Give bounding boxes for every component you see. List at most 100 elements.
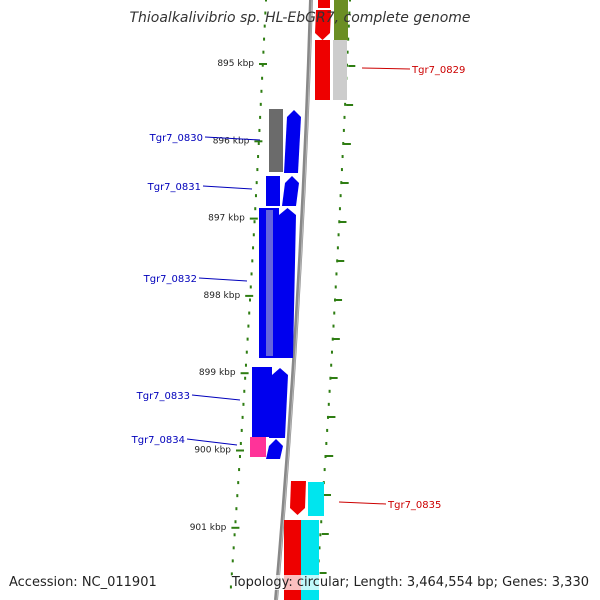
gene-label-tgr7-0829[interactable]: Tgr7_0829 bbox=[411, 65, 465, 76]
gene-label-tgr7-0835[interactable]: Tgr7_0835 bbox=[387, 500, 441, 511]
gene-arrow-tip-tgr7-0829[interactable] bbox=[315, 90, 330, 100]
outer-guide-dot bbox=[256, 168, 259, 172]
gene-block-tgr7-0829[interactable] bbox=[315, 40, 330, 100]
scale-tick-label: 901 kbp bbox=[190, 523, 227, 533]
inner-scale-dash bbox=[330, 377, 338, 379]
inner-guide-dot bbox=[332, 324, 335, 328]
gene-block-tgr7-0832-shade[interactable] bbox=[266, 210, 273, 356]
inner-guide-dot bbox=[331, 337, 334, 341]
outer-guide-dot bbox=[234, 520, 237, 524]
outer-guide-dot bbox=[252, 246, 255, 250]
gene-arrow-tgr7-0834[interactable] bbox=[266, 439, 283, 459]
scale-tick bbox=[236, 449, 244, 452]
outer-guide-dot bbox=[252, 233, 255, 237]
gene-label-tgr7-0831[interactable]: Tgr7_0831 bbox=[147, 182, 201, 193]
outer-guide-dot bbox=[249, 298, 251, 302]
inner-guide-dot bbox=[335, 272, 338, 276]
outer-guide-dot bbox=[229, 585, 232, 589]
outer-guide-dot bbox=[246, 337, 249, 341]
inner-guide-dot bbox=[340, 168, 343, 172]
inner-scale-dash bbox=[332, 338, 340, 340]
outer-guide-dot bbox=[259, 115, 262, 119]
gene-block-tgr7-0834[interactable] bbox=[250, 437, 266, 457]
inner-guide-dot bbox=[324, 455, 327, 459]
outer-guide-dot bbox=[240, 428, 243, 432]
inner-scale-dash bbox=[348, 65, 356, 67]
gene-block-tgr7-0829[interactable] bbox=[318, 0, 330, 8]
outer-guide-dot bbox=[257, 141, 260, 145]
scale-tick-label: 896 kbp bbox=[213, 136, 250, 146]
scale-tick bbox=[240, 372, 249, 375]
genome-summary-text: Topology: circular; Length: 3,464,554 bp… bbox=[231, 575, 589, 590]
inner-guide-dot bbox=[334, 298, 336, 302]
gene-arrow-tgr7-0835[interactable] bbox=[290, 481, 306, 515]
gene-label-tgr7-0832[interactable]: Tgr7_0832 bbox=[143, 274, 197, 285]
scale-tick-label: 899 kbp bbox=[199, 368, 236, 378]
outer-guide-dot bbox=[247, 324, 250, 328]
gene-arrow-tgr7-0830[interactable] bbox=[284, 110, 301, 173]
genome-title: Thioalkalivibrio sp. HL-EbGR7, complete … bbox=[129, 10, 471, 26]
gene-block-tgr7-0833[interactable] bbox=[252, 367, 272, 437]
outer-guide-dot bbox=[261, 76, 264, 80]
inner-guide-dot bbox=[347, 37, 350, 41]
outer-guide-dot bbox=[264, 11, 267, 15]
outer-guide-dot bbox=[260, 89, 263, 93]
gene-label-leader bbox=[338, 501, 387, 505]
outer-guide-dot bbox=[248, 311, 251, 315]
outer-guide-dot bbox=[244, 376, 247, 380]
outer-guide-dot bbox=[239, 441, 242, 445]
inner-scale-dash bbox=[321, 533, 329, 535]
gene-label-tgr7-0834[interactable]: Tgr7_0834 bbox=[131, 435, 185, 446]
inner-guide-dot bbox=[337, 233, 340, 237]
outer-guide-dot bbox=[254, 207, 257, 211]
scale-tick bbox=[249, 217, 258, 220]
inner-guide-dot bbox=[329, 376, 332, 380]
gene-arrow-tgr7-0833[interactable] bbox=[269, 368, 288, 438]
inner-guide-dot bbox=[338, 207, 341, 211]
inner-guide-dot bbox=[328, 389, 331, 393]
inner-guide-dot bbox=[344, 102, 347, 106]
inner-guide-dot bbox=[318, 546, 321, 550]
outer-guide-dot bbox=[235, 507, 238, 511]
gene-arrow-tgr7-0829[interactable] bbox=[315, 10, 331, 40]
outer-guide-dot bbox=[262, 50, 265, 54]
gene-label-leader bbox=[198, 277, 248, 282]
inner-guide-dot bbox=[348, 11, 351, 15]
scale-tick bbox=[231, 526, 240, 529]
gene-arrow-tgr7-0831[interactable] bbox=[282, 176, 299, 206]
inner-guide-dot bbox=[347, 24, 350, 28]
gene-label-tgr7-0833[interactable]: Tgr7_0833 bbox=[136, 391, 190, 402]
inner-scale-dash bbox=[339, 221, 347, 223]
inner-scale-dash bbox=[324, 494, 332, 496]
inner-guide-dot bbox=[349, 0, 351, 2]
inner-guide-dot bbox=[330, 350, 333, 354]
scale-tick-label: 895 kbp bbox=[217, 59, 254, 69]
inner-guide-dot bbox=[320, 520, 323, 524]
inner-scale-dash bbox=[319, 572, 327, 574]
inner-guide-dot bbox=[325, 441, 328, 445]
outer-guide-dot bbox=[244, 363, 247, 367]
outer-guide-dot bbox=[259, 102, 262, 106]
outer-guide-dot bbox=[257, 155, 260, 159]
outer-guide-dot bbox=[261, 63, 264, 67]
outer-guide-dot bbox=[251, 259, 254, 263]
gene-block-tgr7-0831[interactable] bbox=[266, 176, 280, 206]
gene-label-leader bbox=[361, 67, 411, 70]
feature-block-gray[interactable] bbox=[333, 40, 347, 100]
outer-guide-dot bbox=[263, 37, 266, 41]
backbone-arc-highlight bbox=[276, 0, 313, 600]
feature-block-cyan[interactable] bbox=[308, 482, 324, 516]
gene-label-tgr7-0830[interactable]: Tgr7_0830 bbox=[149, 133, 203, 144]
inner-guide-dot bbox=[338, 220, 341, 224]
inner-scale-dash bbox=[335, 299, 343, 301]
inner-guide-dot bbox=[333, 311, 336, 315]
inner-scale-dash bbox=[343, 143, 351, 145]
outer-guide-dot bbox=[241, 415, 244, 419]
inner-guide-dot bbox=[319, 533, 322, 537]
outer-guide-dot bbox=[242, 402, 245, 406]
feature-block-olive[interactable] bbox=[334, 0, 348, 40]
gene-block-tgr7-0830[interactable] bbox=[269, 109, 283, 172]
gene-arrow-tgr7-0832[interactable] bbox=[276, 208, 296, 358]
inner-guide-dot bbox=[336, 246, 339, 250]
inner-guide-dot bbox=[340, 181, 343, 185]
